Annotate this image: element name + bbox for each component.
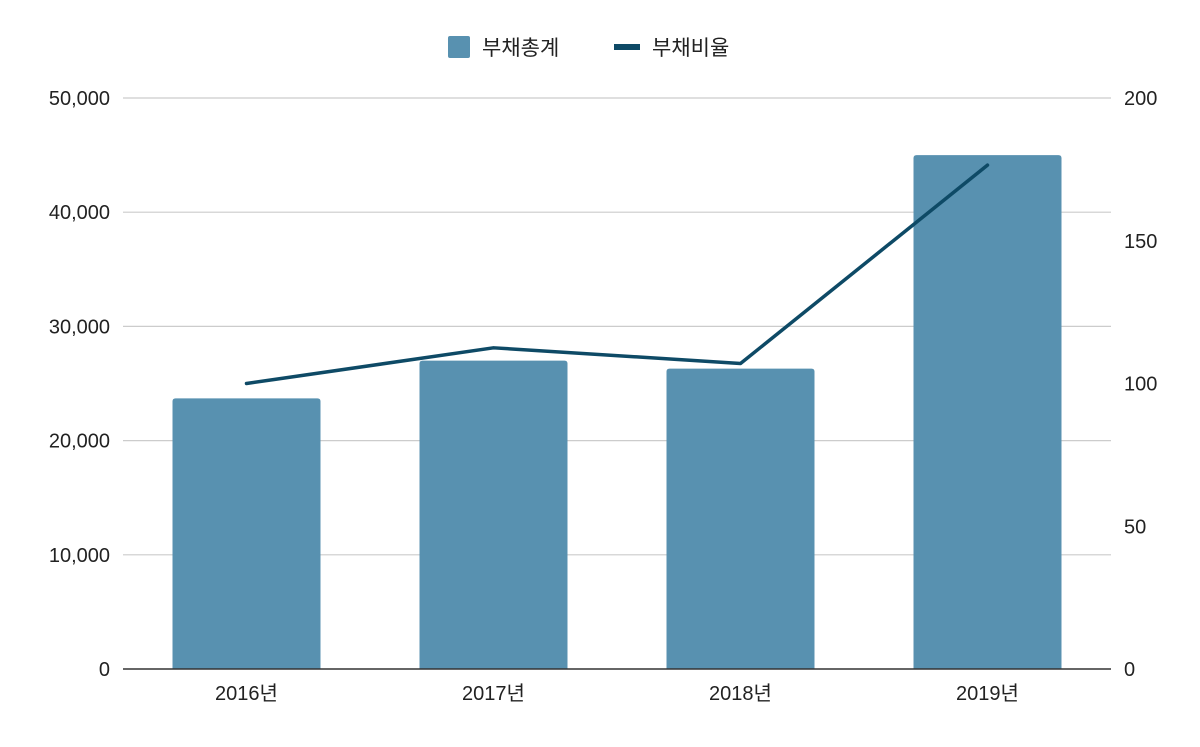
right-tick-label: 100 — [1124, 374, 1157, 396]
x-tick-label: 2017년 — [462, 682, 525, 705]
bar — [914, 155, 1062, 669]
bar — [420, 361, 568, 669]
x-tick-label: 2016년 — [215, 682, 278, 705]
left-tick-label: 30,000 — [49, 316, 110, 338]
legend-swatch-bar — [448, 36, 470, 58]
right-tick-label: 200 — [1124, 88, 1157, 110]
left-tick-label: 50,000 — [49, 88, 110, 110]
line-series — [246, 165, 987, 384]
right-tick-label: 0 — [1124, 659, 1135, 681]
legend-swatch-line — [614, 44, 640, 50]
left-axis: 0 10,000 20,000 30,000 40,000 50,000 — [49, 88, 110, 681]
line-path — [247, 165, 988, 383]
x-tick-label: 2019년 — [956, 682, 1019, 705]
right-tick-label: 150 — [1124, 231, 1157, 253]
legend-label-line: 부채비율 — [652, 37, 729, 60]
left-tick-label: 20,000 — [49, 431, 110, 453]
x-tick-label: 2018년 — [709, 682, 772, 705]
right-axis: 0 50 100 150 200 — [1124, 88, 1157, 681]
left-tick-label: 40,000 — [49, 202, 110, 224]
legend: 부채총계 부채비율 — [448, 36, 729, 60]
bar — [667, 369, 815, 669]
bar-series — [173, 155, 1062, 669]
left-tick-label: 0 — [99, 659, 110, 681]
x-axis: 2016년 2017년 2018년 2019년 — [123, 669, 1111, 705]
left-tick-label: 10,000 — [49, 545, 110, 567]
bar — [173, 398, 321, 669]
right-tick-label: 50 — [1124, 516, 1146, 538]
legend-label-bar: 부채총계 — [482, 37, 559, 60]
